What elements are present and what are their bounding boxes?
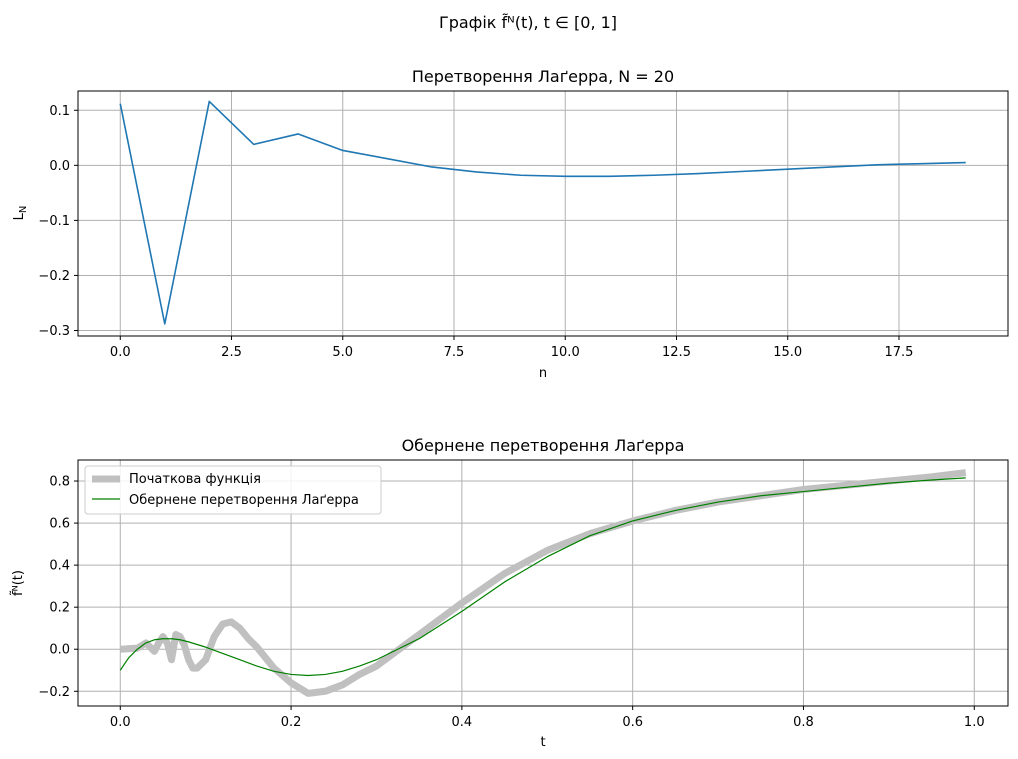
chart-bottom-series-line-1	[119, 477, 966, 677]
chart-top-y-tick-label: −0.2	[38, 269, 70, 284]
chart-top-x-tick-label: 12.5	[662, 345, 691, 360]
chart-bottom-x-tick-label: 0.4	[452, 715, 473, 730]
chart-bottom-x-tick-label: 0.0	[110, 715, 131, 730]
chart-bottom-x-tick-label: 0.8	[793, 715, 814, 730]
chart-top-series-line-0	[119, 100, 966, 325]
figure-suptitle: Графік f̃ᴺ(t), t ∈ [0, 1]	[439, 13, 617, 32]
chart-top-series	[119, 100, 966, 325]
chart-top-y-tick-label: 0.1	[49, 104, 70, 119]
chart-top-x-tick-label: 7.5	[444, 345, 465, 360]
chart-bottom-x-tick-label: 0.2	[281, 715, 302, 730]
chart-bottom-ylabel: f̃ᴺ(t)	[11, 570, 26, 596]
chart-bottom-y-tick-label: 0.2	[49, 601, 70, 616]
legend-label-inverse: Обернене перетворення Лаґерра	[129, 493, 359, 508]
chart-bottom-y-tick-label: 0.0	[49, 643, 70, 658]
chart-bottom-x-tick-label: 0.6	[622, 715, 643, 730]
chart-top-x-tick-label: 10.0	[551, 345, 580, 360]
chart-top-x-tick-label: 5.0	[332, 345, 353, 360]
chart-top-ylabel-sub: N	[18, 206, 29, 213]
chart-top-ticks: 0.0 2.5 5.0 7.5 10.0 12.5 15.0 17.5 −0.3 −0.2 −0.1…	[38, 104, 913, 360]
chart-top-x-tick-label: 15.0	[773, 345, 802, 360]
chart-top-xlabel: n	[539, 366, 547, 381]
legend-label-initial: Початкова функція	[129, 472, 261, 487]
chart-top-x-tick-label: 17.5	[885, 345, 914, 360]
chart-top-ylabel: LN	[12, 206, 29, 221]
chart-bottom-frame	[77, 459, 1009, 707]
chart-top-x-tick-label: 0.0	[110, 345, 131, 360]
chart-bottom-x-tick-label: 1.0	[964, 715, 985, 730]
legend-frame	[84, 465, 382, 515]
chart-bottom-legend: Початкова функція Обернене перетворення …	[84, 465, 382, 515]
chart-top-frame	[77, 90, 1009, 337]
chart-top-y-tick-label: −0.3	[38, 324, 70, 339]
chart-bottom: Обернене перетворення Лаґерра 0.0 0.2 0.4 0…	[11, 436, 1009, 750]
chart-bottom-series	[119, 469, 967, 697]
chart-bottom-y-tick-label: 0.8	[49, 475, 70, 490]
chart-bottom-y-tick-label: 0.6	[49, 517, 70, 532]
chart-top-y-tick-label: 0.0	[49, 159, 70, 174]
chart-top: Перетворення Лаґерра, N = 20 0.0 2.5 5.0 7.…	[12, 67, 1009, 381]
chart-top-ylabel-main: L	[12, 212, 27, 220]
chart-top-x-tick-label: 2.5	[221, 345, 242, 360]
chart-bottom-grid	[78, 460, 1008, 706]
chart-bottom-ticks: 0.0 0.2 0.4 0.6 0.8 1.0 −0.2 0.0 0.2 0.4 0.6 0.8	[38, 475, 984, 730]
chart-bottom-xlabel: t	[540, 735, 545, 750]
chart-top-title: Перетворення Лаґерра, N = 20	[412, 67, 674, 86]
chart-bottom-y-tick-label: −0.2	[38, 685, 70, 700]
chart-bottom-title: Обернене перетворення Лаґерра	[402, 436, 685, 455]
chart-bottom-y-tick-label: 0.4	[49, 559, 70, 574]
chart-top-y-tick-label: −0.1	[38, 214, 70, 229]
